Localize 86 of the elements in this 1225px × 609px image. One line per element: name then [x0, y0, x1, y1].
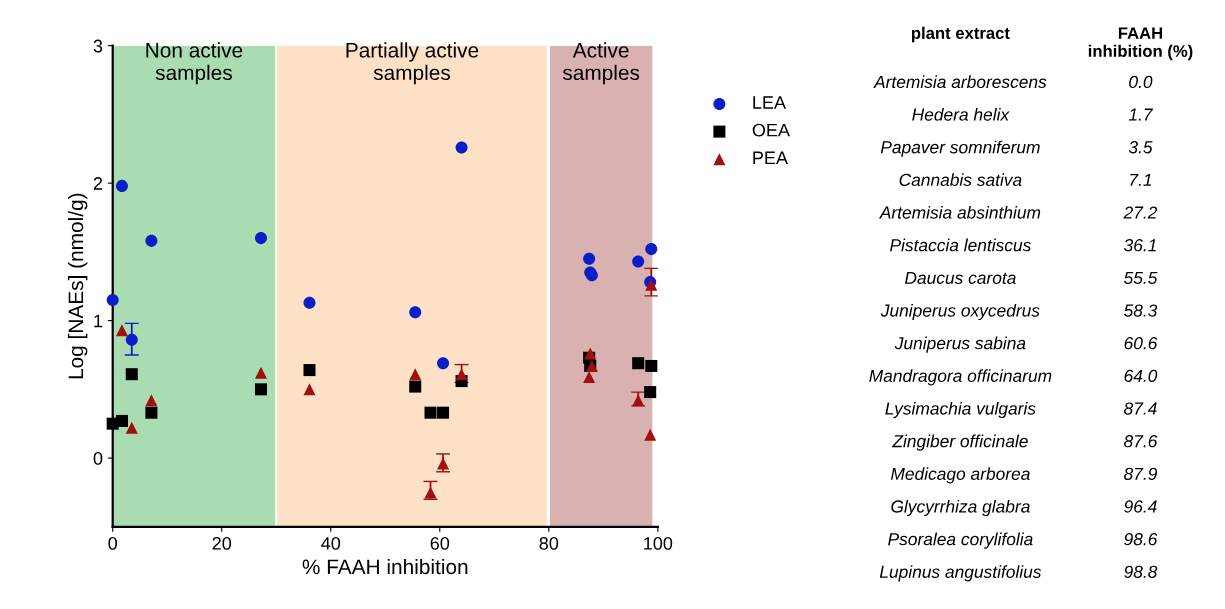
category-label: Zingiber officinale	[892, 434, 1028, 451]
category-label: Juniperus sabina	[894, 336, 1026, 353]
category-label: Papaver somniferum	[880, 140, 1040, 157]
point	[409, 368, 422, 381]
point	[145, 406, 158, 419]
text: 64.0	[1124, 369, 1158, 383]
point	[409, 306, 422, 319]
text: 0.0	[1129, 75, 1153, 89]
point	[115, 324, 128, 337]
point	[437, 457, 450, 470]
text: 98.6	[1124, 533, 1158, 546]
point	[115, 414, 128, 427]
point	[303, 296, 316, 309]
x-tick-label: 0	[108, 536, 118, 550]
point	[632, 255, 645, 268]
point	[254, 366, 267, 379]
point	[145, 394, 158, 407]
point	[115, 179, 128, 192]
category-label: Daucus carota	[904, 271, 1016, 285]
point	[125, 368, 138, 381]
text: 87.4	[1124, 402, 1157, 415]
text: 36.1	[1123, 239, 1156, 252]
point	[254, 232, 267, 245]
text: 96.4	[1124, 500, 1157, 513]
point	[254, 383, 267, 396]
point	[455, 141, 468, 154]
category-label: Psoralea corylifolia	[888, 532, 1033, 549]
text: 55.5	[1123, 271, 1158, 285]
x-tick-label: 100	[644, 536, 673, 550]
category-label: Artemisia absinthium	[878, 205, 1041, 219]
text: 7.1	[1130, 173, 1152, 186]
point	[632, 357, 645, 370]
point	[424, 406, 437, 419]
point	[106, 293, 119, 306]
point	[424, 486, 437, 499]
point	[584, 347, 597, 360]
y-tick-label: 0	[93, 451, 103, 465]
band-label: Active samples	[562, 42, 640, 85]
point	[409, 380, 422, 393]
band-label: Non active samples	[146, 42, 243, 85]
band-label: Partially active samples	[346, 42, 479, 85]
point	[645, 359, 658, 372]
point	[645, 243, 658, 256]
text: 58.3	[1123, 304, 1158, 317]
text: 87.9	[1124, 467, 1158, 480]
category-label: Artemisia arborescens	[873, 75, 1047, 89]
category-label: Lupinus angustifolius	[879, 565, 1042, 582]
y-tick-label: 3	[93, 39, 103, 53]
category-label: Medicago arborea	[890, 467, 1030, 484]
category-label: Lysimachia vulgaris	[885, 401, 1036, 419]
x-tick-label: 80	[539, 536, 559, 550]
category-label: Glycyrrhiza glabra	[891, 499, 1030, 517]
category-label: Juniperus oxycedrus	[880, 303, 1040, 321]
category-label: Cannabis sativa	[899, 173, 1022, 187]
point	[437, 357, 450, 370]
x-tick-label: 60	[430, 536, 450, 550]
point	[644, 386, 657, 399]
point	[455, 368, 468, 381]
category-label: Pistaccia lentiscus	[890, 238, 1031, 252]
text: plant extract	[911, 26, 1010, 43]
point	[644, 428, 657, 441]
point	[125, 421, 138, 434]
x-axis-title: % FAAH inhibition	[302, 558, 468, 575]
point	[583, 252, 596, 265]
text: 87.6	[1124, 435, 1158, 448]
point	[303, 364, 316, 377]
y-axis-title: Log [NAEs] (nmol/g)	[67, 193, 88, 379]
x-tick-label: 20	[212, 536, 232, 550]
category-label: Mandragora officinarum	[869, 369, 1052, 386]
point	[125, 333, 138, 346]
text: FAAH inhibition (%)	[1088, 27, 1193, 61]
text: 27.2	[1123, 206, 1158, 219]
point	[145, 234, 158, 247]
y-tick-label: 1	[94, 314, 103, 328]
legend-label: OEA	[752, 123, 790, 137]
y-tick-label: 2	[93, 177, 103, 190]
point	[303, 383, 316, 396]
x-tick-label: 40	[321, 536, 341, 550]
category-label: Hedera helix	[912, 107, 1010, 121]
text: 3.5	[1128, 141, 1153, 154]
legend-label: PEA	[753, 151, 788, 165]
point	[437, 406, 450, 419]
text: 60.6	[1124, 337, 1158, 350]
text: 1.7	[1128, 108, 1154, 121]
text: 98.8	[1124, 565, 1158, 578]
legend-label: LEA	[753, 96, 786, 109]
